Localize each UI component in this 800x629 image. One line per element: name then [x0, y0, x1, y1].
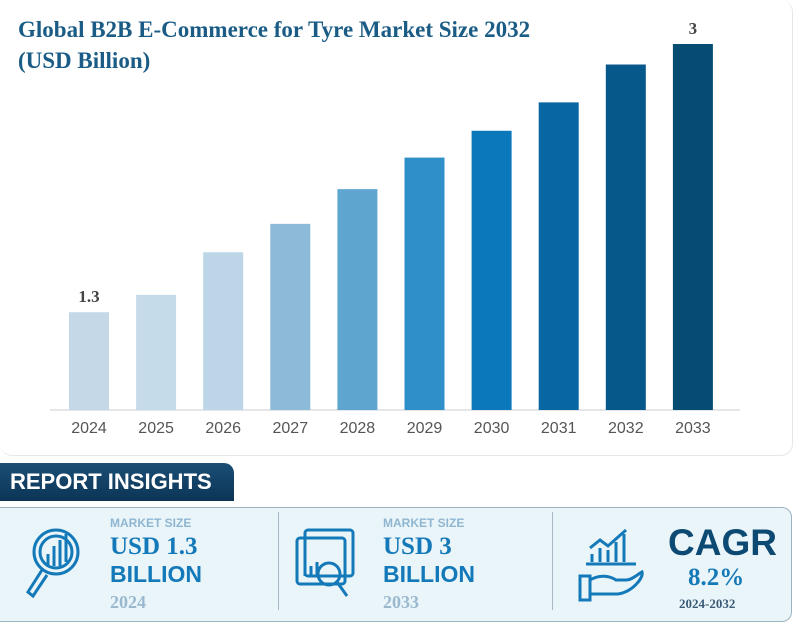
bar-2030: [471, 130, 512, 410]
bar-chart: 2024 1.3 2025 2026 2027 2028 2029 2030 2031 2032 2…: [50, 19, 740, 437]
x-tick-label: 2031: [541, 420, 577, 437]
report-insights-header: REPORT INSIGHTS: [0, 463, 234, 501]
divider: [552, 512, 553, 610]
bar-2031: [538, 102, 579, 410]
market-size-unit: BILLION: [383, 561, 475, 587]
divider: [278, 512, 279, 610]
market-size-value: USD 1.3: [110, 533, 198, 560]
bar-2033: [672, 44, 713, 410]
market-size-label: MARKET SIZE: [110, 516, 192, 530]
x-tick-label: 2028: [340, 420, 376, 437]
bar-2029: [404, 157, 445, 410]
bar-2025: [136, 294, 177, 410]
x-tick-label: 2033: [675, 420, 711, 437]
cagr-label: CAGR: [668, 522, 777, 563]
growth-hand-icon: [578, 528, 644, 602]
bar-2032: [605, 64, 646, 411]
x-tick-label: 2027: [273, 420, 309, 437]
x-tick-label: 2024: [71, 420, 107, 437]
analytics-screen-icon: [295, 528, 355, 597]
x-tick-label: 2026: [205, 420, 241, 437]
bar-2026: [203, 252, 244, 410]
cagr-period: 2024-2032: [679, 596, 736, 611]
bar-2024: [69, 312, 109, 410]
bar-2028: [337, 189, 378, 410]
chart-frame: [0, 0, 793, 456]
x-tick-label: 2029: [407, 420, 443, 437]
chart-title: Global B2B E-Commerce for Tyre Market Si…: [18, 17, 531, 73]
data-label: 1.3: [78, 287, 99, 306]
x-tick-label: 2030: [474, 420, 510, 437]
magnifier-chart-icon: [26, 528, 80, 599]
market-size-value: USD 3: [383, 533, 452, 560]
x-tick-label: 2032: [608, 420, 644, 437]
market-size-year: 2024: [110, 592, 146, 612]
market-size-year: 2033: [383, 592, 419, 612]
market-size-unit: BILLION: [110, 561, 202, 587]
bar-2027: [270, 223, 311, 410]
market-size-label: MARKET SIZE: [383, 516, 465, 530]
insights-panel: MARKET SIZE USD 1.3 BILLION 2024 MARKET …: [0, 507, 792, 622]
x-tick-label: 2025: [138, 420, 174, 437]
data-label: 3: [689, 19, 698, 38]
cagr-value: 8.2%: [688, 564, 745, 591]
